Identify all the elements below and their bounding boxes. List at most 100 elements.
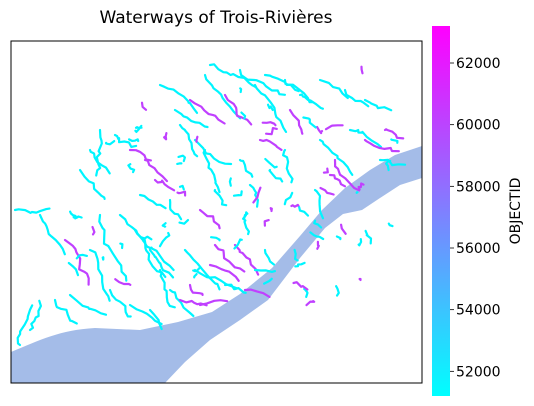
waterway-line xyxy=(378,158,407,167)
waterway-line xyxy=(208,63,258,89)
waterway-line xyxy=(357,238,363,247)
waterway-line xyxy=(318,138,354,176)
waterway-line xyxy=(143,158,169,183)
waterway-line xyxy=(177,154,186,163)
waterway-line xyxy=(213,188,228,207)
waterway-line xyxy=(298,93,324,110)
waterway-line xyxy=(168,198,183,221)
waterway-line xyxy=(210,236,221,242)
waterway-line xyxy=(148,246,153,250)
waterway-line xyxy=(238,158,254,178)
waterway-line xyxy=(309,231,325,241)
waterway-line xyxy=(148,248,175,279)
waterway-line xyxy=(28,299,42,332)
waterway-line xyxy=(178,184,185,191)
waterway-line xyxy=(340,223,347,235)
waterway-line xyxy=(98,213,128,282)
waterway-line xyxy=(242,211,249,220)
waterway-line xyxy=(294,261,306,268)
waterway-line xyxy=(253,268,276,273)
waterway-line xyxy=(263,277,273,285)
waterway-line xyxy=(252,186,262,204)
waterway-line xyxy=(91,225,96,236)
waterway-line xyxy=(258,138,283,151)
waterway-line xyxy=(290,203,300,208)
waterway-line xyxy=(316,125,324,135)
waterway-line xyxy=(188,98,226,125)
waterway-line xyxy=(72,214,79,220)
waterway-line xyxy=(193,273,198,279)
waterway-line xyxy=(243,288,271,298)
waterway-line xyxy=(193,138,233,166)
waterway-line xyxy=(387,222,394,228)
waterway-line xyxy=(233,243,260,276)
colorbar-tick-label: 52000 xyxy=(456,364,501,380)
waterway-line xyxy=(261,121,277,127)
waterway-line xyxy=(183,248,221,291)
waterway-line xyxy=(53,298,78,325)
waterway-line xyxy=(383,128,405,140)
waterway-line xyxy=(293,248,299,262)
colorbar-tick-label: 62000 xyxy=(456,56,501,72)
waterway-line xyxy=(88,248,111,302)
waterway-line xyxy=(263,219,270,227)
waterway-line xyxy=(232,190,243,197)
waterway-line xyxy=(178,219,190,225)
waterway-line xyxy=(128,138,140,143)
waterway-line xyxy=(335,235,342,241)
waterway-line xyxy=(298,206,310,217)
waterway-line xyxy=(128,303,163,326)
waterway-line xyxy=(118,213,175,272)
waterway-line xyxy=(161,222,167,228)
waterway-line xyxy=(173,108,209,129)
waterway-line xyxy=(63,238,90,286)
waterway-line xyxy=(240,111,247,120)
waterway-line xyxy=(158,268,176,309)
colorbar-tick-label: 56000 xyxy=(456,241,501,257)
waterway-line xyxy=(158,83,199,114)
waterway-line xyxy=(228,177,232,187)
waterway-line xyxy=(119,242,124,250)
waterway-line xyxy=(178,123,199,158)
waterway-line xyxy=(153,178,176,192)
waterway-line xyxy=(343,88,370,108)
waterway-line xyxy=(134,126,143,129)
waterway-line xyxy=(163,132,168,141)
map-frame xyxy=(10,40,423,384)
waterway-line xyxy=(158,231,171,248)
waterways-layer xyxy=(13,63,407,347)
waterway-line xyxy=(223,283,247,294)
waterway-line xyxy=(176,190,187,197)
waterway-line xyxy=(355,191,359,194)
waterway-line xyxy=(265,127,278,136)
waterway-line xyxy=(328,173,347,188)
waterway-line xyxy=(363,98,393,112)
waterway-line xyxy=(208,263,240,282)
colorbar-tick-label: 60000 xyxy=(456,118,501,134)
waterway-line xyxy=(283,191,294,206)
waterway-line xyxy=(313,188,325,220)
waterway-line xyxy=(113,133,138,148)
waterway-line xyxy=(302,116,317,129)
colorbar-gradient xyxy=(432,26,450,396)
waterway-line xyxy=(108,288,132,318)
colorbar-ticks: 52000 54000 56000 58000 60000 62000 xyxy=(450,56,501,380)
waterway-line xyxy=(101,256,105,261)
waterway-line xyxy=(263,248,275,266)
waterway-line xyxy=(13,207,51,214)
waterway-line xyxy=(78,168,106,200)
colorbar-tick-label: 54000 xyxy=(456,303,501,319)
waterway-line xyxy=(316,240,320,250)
waterway-line xyxy=(364,229,373,245)
waterway-line xyxy=(138,193,167,210)
waterway-line xyxy=(192,266,201,273)
colorbar-tick-label: 58000 xyxy=(456,179,501,195)
waterway-line xyxy=(390,138,399,144)
waterway-line xyxy=(95,128,103,177)
waterway-line xyxy=(322,167,329,174)
waterway-line xyxy=(142,235,153,242)
waterway-line xyxy=(324,124,344,131)
waterway-line xyxy=(264,157,278,169)
waterway-line xyxy=(140,101,148,111)
